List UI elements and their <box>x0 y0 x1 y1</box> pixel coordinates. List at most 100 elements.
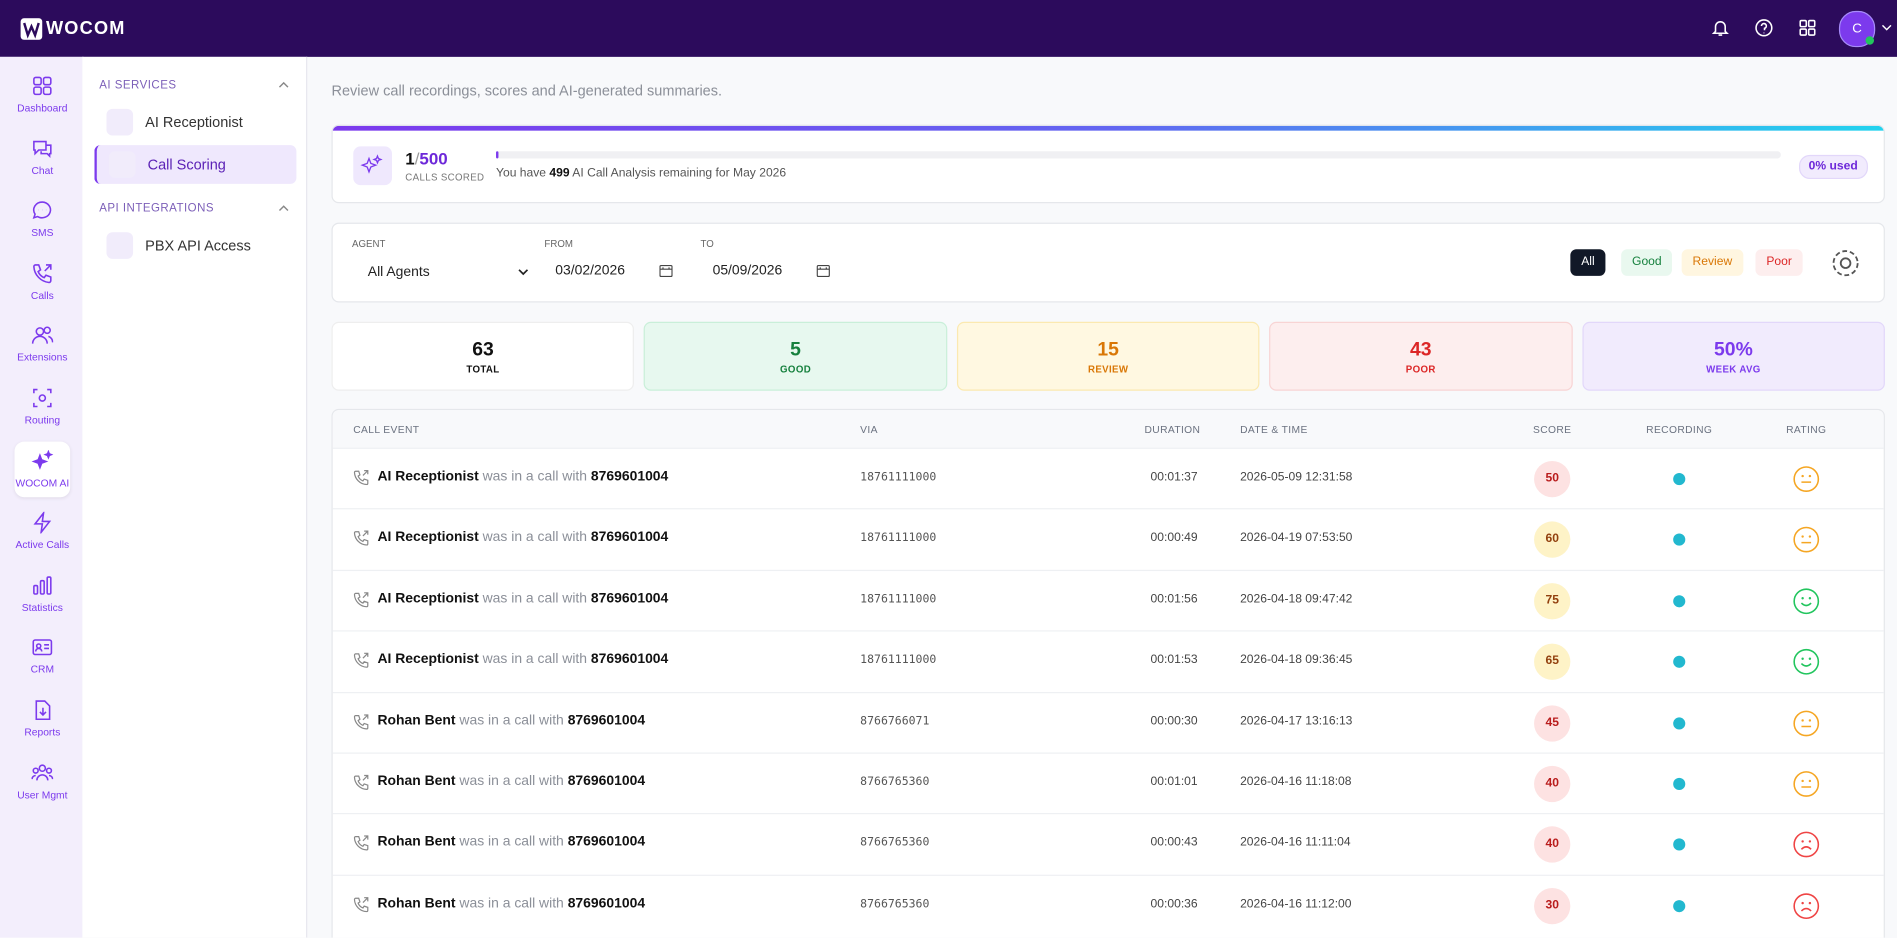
column-header: RATING <box>1786 423 1827 436</box>
call-icon <box>353 896 369 912</box>
filter-button[interactable]: Review <box>1681 249 1744 276</box>
nav-item[interactable]: SMS <box>15 191 71 247</box>
nav-label: Extensions <box>17 351 68 364</box>
apps-icon[interactable] <box>1798 18 1817 37</box>
recording-dot[interactable] <box>1673 594 1686 608</box>
help-icon[interactable] <box>1754 18 1773 37</box>
stat-value: 15 <box>1097 339 1119 361</box>
filter-button[interactable]: Good <box>1621 249 1673 276</box>
call-event: Rohan Bent was in a call with 8769601004 <box>377 896 645 911</box>
stat-label: POOR <box>1405 364 1436 376</box>
agent-name: Rohan Bent <box>377 713 456 728</box>
table-row[interactable]: Rohan Bent was in a call with 8769601004… <box>332 874 1884 936</box>
settings-icon[interactable] <box>1829 247 1862 280</box>
usage-percent: 0% used <box>1799 154 1868 180</box>
usage-count: 1/500 <box>405 149 447 168</box>
table-row[interactable]: Rohan Bent was in a call with 8769601004… <box>332 691 1884 754</box>
duration: 00:00:30 <box>1150 714 1198 728</box>
section-chevron[interactable] <box>278 81 289 88</box>
table-row[interactable]: AI Receptionist was in a call with 87696… <box>332 447 1884 510</box>
call-event: AI Receptionist was in a call with 87696… <box>377 652 668 667</box>
sidebar-label: Call Scoring <box>147 156 226 174</box>
event-text: was in a call with <box>459 774 564 789</box>
datetime: 2026-04-18 09:36:45 <box>1240 653 1353 667</box>
nav-icon <box>33 576 52 595</box>
table-row[interactable]: Rohan Bent was in a call with 8769601004… <box>332 813 1884 875</box>
via: 8766766071 <box>860 714 930 728</box>
nav-item[interactable]: Routing <box>15 379 71 435</box>
sidebar-item[interactable]: AI Receptionist <box>94 103 294 142</box>
duration: 00:01:56 <box>1150 592 1198 606</box>
agent-label: AGENT <box>352 238 386 250</box>
section-title: API INTEGRATIONS <box>99 202 215 216</box>
usage-card: 1/500 CALLS SCORED You have 499 AI Call … <box>331 124 1885 204</box>
agent-name: AI Receptionist <box>377 652 479 667</box>
sidebar-item[interactable]: Call Scoring <box>94 145 297 184</box>
section-chevron[interactable] <box>278 204 289 212</box>
event-text: was in a call with <box>482 591 588 606</box>
recording-dot[interactable] <box>1673 473 1686 486</box>
call-event: Rohan Bent was in a call with 8769601004 <box>377 713 645 728</box>
nav-item[interactable]: Active Calls <box>15 504 71 560</box>
agent-name: AI Receptionist <box>377 469 479 484</box>
calls-table: CALL EVENT VIA DURATION DATE & TIME SCORE REC… <box>331 408 1885 938</box>
nav-item[interactable]: Dashboard <box>15 67 71 123</box>
nav-icon <box>31 449 54 470</box>
calendar-icon[interactable] <box>816 264 830 278</box>
nav-item[interactable]: Reports <box>15 691 71 747</box>
from-date[interactable]: 03/02/2026 <box>555 263 625 279</box>
table-row[interactable]: AI Receptionist was in a call with 87696… <box>332 508 1884 571</box>
recording-dot[interactable] <box>1673 534 1686 547</box>
filter-button[interactable]: All <box>1570 249 1606 276</box>
nav-icon <box>32 201 52 220</box>
nav-item[interactable]: Extensions <box>15 316 71 372</box>
event-text: was in a call with <box>459 835 564 850</box>
call-event: AI Receptionist was in a call with 87696… <box>377 591 668 606</box>
nav-item[interactable]: Chat <box>15 129 71 185</box>
avatar-chevron[interactable] <box>1881 24 1892 31</box>
recording-dot[interactable] <box>1673 777 1686 791</box>
nav-label: Reports <box>24 725 61 738</box>
table-row[interactable]: Rohan Bent was in a call with 8769601004… <box>332 752 1884 815</box>
nav-item[interactable]: Calls <box>15 254 71 310</box>
to-date[interactable]: 05/09/2026 <box>712 263 783 279</box>
bell-icon[interactable] <box>1711 18 1730 37</box>
stat-card: 50% WEEK AVG <box>1581 321 1885 391</box>
agent-select[interactable]: All Agents <box>367 264 430 280</box>
score-badge: 50 <box>1534 460 1571 498</box>
call-icon <box>353 652 369 669</box>
call-event: Rohan Bent was in a call with 8769601004 <box>377 774 645 789</box>
stat-label: TOTAL <box>466 364 500 376</box>
event-text: was in a call with <box>482 652 588 667</box>
usage-accent <box>332 125 1884 131</box>
duration: 00:00:49 <box>1150 531 1198 545</box>
caller-number: 8769601004 <box>567 896 646 911</box>
nav-item[interactable]: User Mgmt <box>15 753 71 809</box>
nav-label: WOCOM AI <box>15 476 70 489</box>
recording-dot[interactable] <box>1673 655 1686 669</box>
stat-card: 43 POOR <box>1269 321 1573 391</box>
stat-label: REVIEW <box>1088 364 1129 376</box>
nav-item[interactable]: WOCOM AI <box>14 441 71 497</box>
nav-icon <box>33 388 52 408</box>
calendar-icon[interactable] <box>659 264 673 278</box>
recording-dot[interactable] <box>1673 838 1686 851</box>
note-suffix: AI Call Analysis remaining for May 2026 <box>572 166 787 181</box>
recording-dot[interactable] <box>1673 716 1686 730</box>
nav-item[interactable]: Statistics <box>15 566 71 622</box>
column-header: SCORE <box>1533 423 1572 436</box>
filter-button[interactable]: Poor <box>1755 249 1803 276</box>
nav-item[interactable]: CRM <box>15 628 71 684</box>
nav-label: Routing <box>24 413 61 426</box>
select-chevron[interactable] <box>518 269 529 276</box>
sidebar-item[interactable]: PBX API Access <box>94 226 294 265</box>
stat-value: 63 <box>472 339 494 361</box>
recording-dot[interactable] <box>1673 899 1686 912</box>
agent-name: AI Receptionist <box>377 591 479 606</box>
column-header: DURATION <box>1144 423 1201 436</box>
via: 8766765360 <box>860 897 930 911</box>
table-row[interactable]: AI Receptionist was in a call with 87696… <box>332 569 1884 632</box>
stat-label: GOOD <box>780 364 812 376</box>
table-row[interactable]: AI Receptionist was in a call with 87696… <box>332 630 1884 693</box>
